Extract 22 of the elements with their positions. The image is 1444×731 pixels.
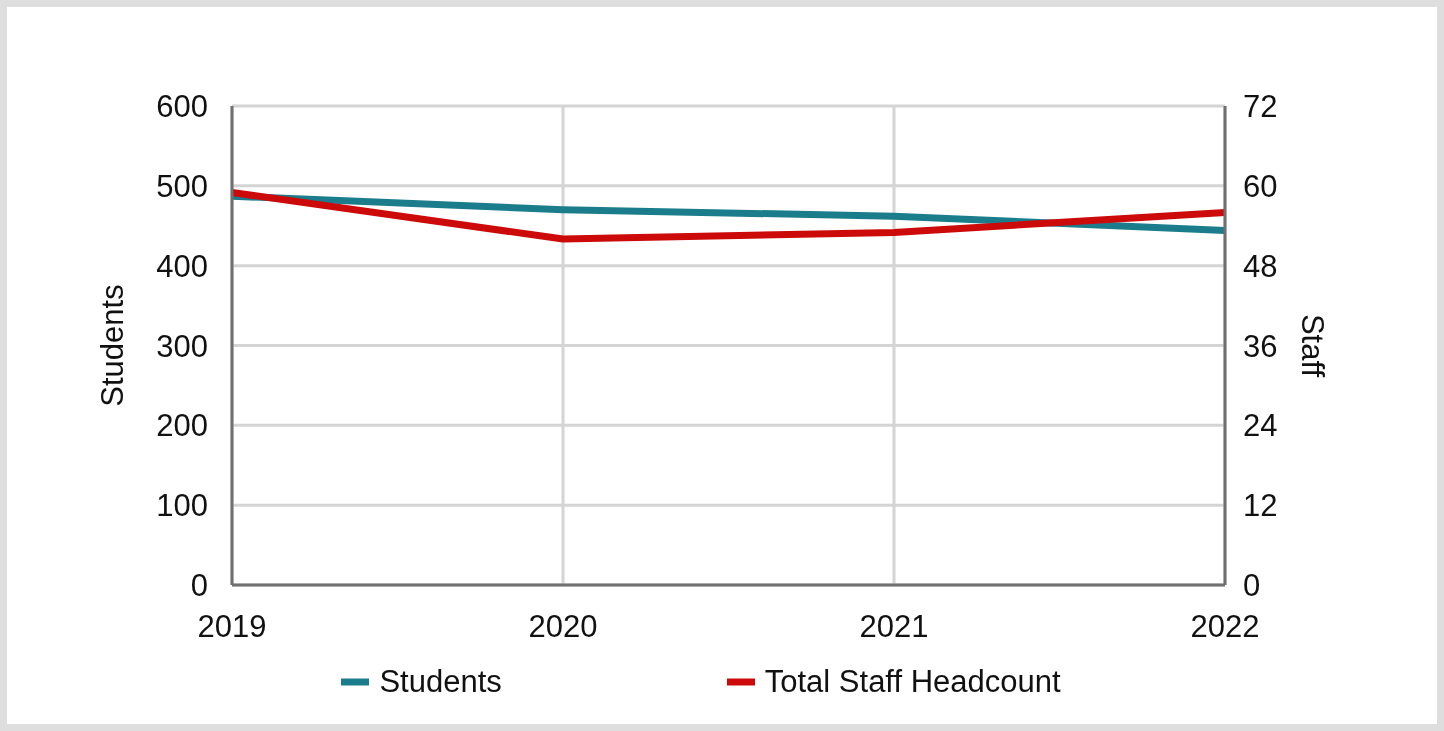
y-tick-label: 300 xyxy=(156,328,208,364)
x-tick-label: 2022 xyxy=(1190,609,1260,645)
y2-tick-label: 0 xyxy=(1243,568,1261,604)
y2-tick-label: 36 xyxy=(1243,328,1278,364)
x-tick-label: 2020 xyxy=(528,609,598,645)
x-tick-label: 2019 xyxy=(197,609,267,645)
y-tick-label: 100 xyxy=(156,488,208,524)
legend-label: Students xyxy=(379,664,502,700)
y2-axis-title: Staff xyxy=(1294,313,1330,378)
y2-tick-label: 60 xyxy=(1243,168,1278,204)
x-tick-label: 2021 xyxy=(859,609,929,645)
y2-tick-label: 24 xyxy=(1243,408,1278,444)
y2-tick-label: 48 xyxy=(1243,248,1278,284)
y-tick-label: 200 xyxy=(156,408,208,444)
y2-tick-label: 72 xyxy=(1243,89,1278,124)
y-tick-label: 600 xyxy=(156,89,208,124)
y2-tick-label: 12 xyxy=(1243,488,1278,524)
legend-label: Total Staff Headcount xyxy=(764,664,1061,700)
y-tick-label: 0 xyxy=(190,568,208,604)
y-tick-label: 400 xyxy=(156,248,208,284)
y-axis-title: Students xyxy=(94,284,130,407)
y-tick-label: 500 xyxy=(156,168,208,204)
